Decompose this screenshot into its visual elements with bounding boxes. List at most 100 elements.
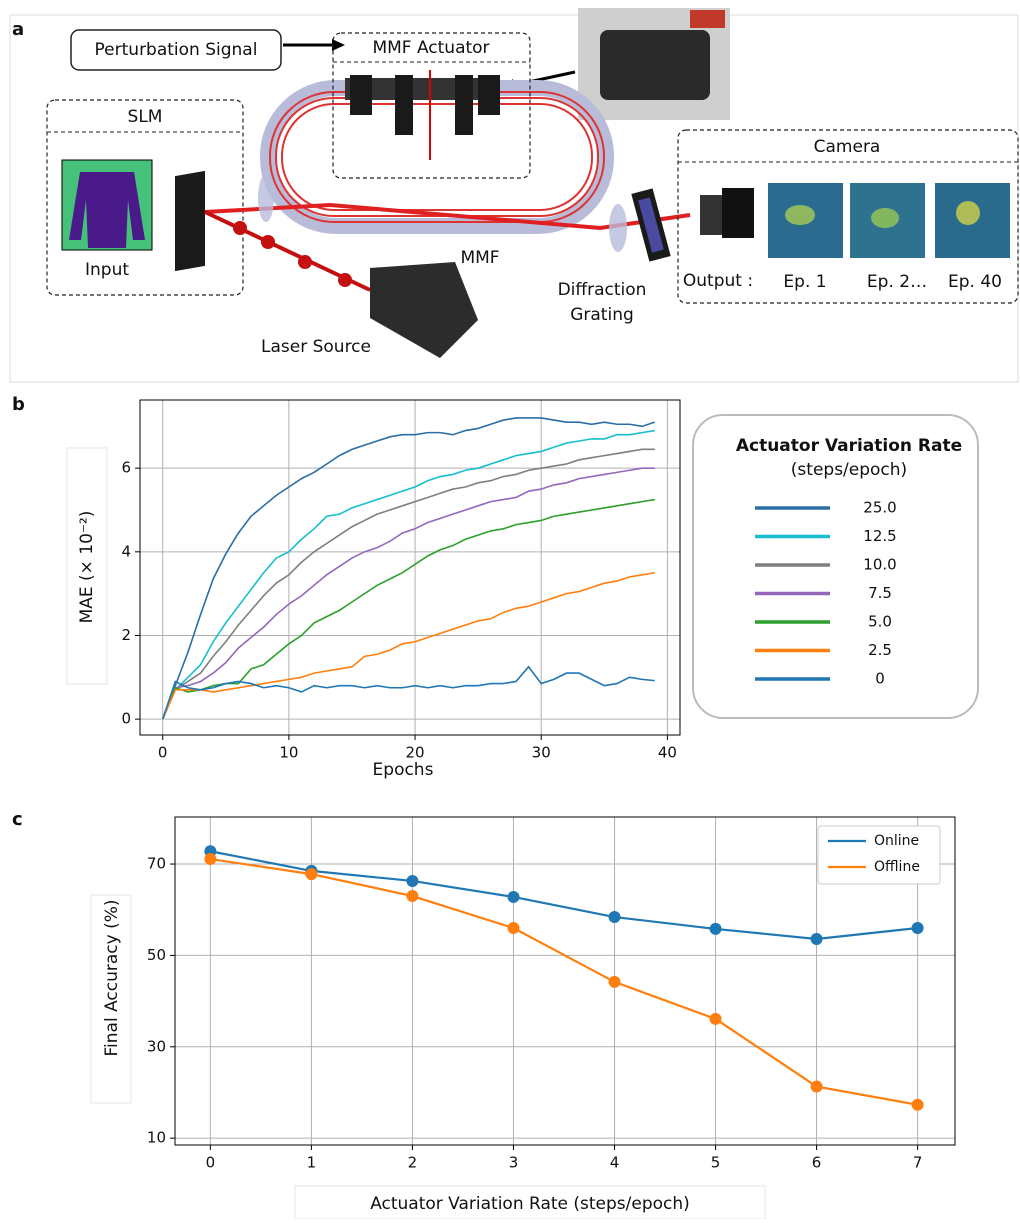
x-tick-label: 20	[405, 744, 424, 762]
data-point	[911, 922, 924, 935]
x-tick-label: 2	[408, 1154, 418, 1172]
x-axis-label: Actuator Variation Rate (steps/epoch)	[370, 1194, 690, 1214]
series-line	[161, 665, 655, 720]
actuator-block	[478, 75, 500, 115]
x-tick-label: 0	[158, 744, 168, 762]
setup-diagram: Perturbation Signal MMF Actuator SLM Inp…	[46, 8, 1019, 358]
x-tick-label: 6	[812, 1154, 822, 1172]
legend-label: 7.5	[868, 584, 892, 602]
slm-label: SLM	[128, 107, 163, 127]
y-tick-label: 70	[147, 855, 166, 873]
plot-frame	[174, 816, 956, 1146]
legend-box	[692, 414, 979, 719]
data-point	[911, 1098, 924, 1111]
actuator-block	[395, 75, 413, 135]
actuator-block	[350, 75, 372, 115]
x-tick-label: 7	[913, 1154, 923, 1172]
beam-bead	[338, 273, 352, 287]
y-tick-label: 2	[121, 626, 131, 644]
data-point	[507, 922, 520, 935]
signal-label: Perturbation Signal	[95, 40, 258, 60]
speckle	[956, 201, 980, 225]
x-axis-label: Epochs	[373, 760, 434, 780]
y-tick-label: 50	[147, 946, 166, 964]
series-line	[161, 498, 655, 720]
y-tick-label: 0	[121, 710, 131, 728]
epoch-label: Ep. 2…	[867, 272, 927, 292]
panel-label: b	[12, 394, 25, 415]
plot-frame	[139, 399, 681, 736]
y-tick-label: 6	[121, 459, 131, 477]
input-label: Input	[85, 260, 129, 280]
fiber	[269, 91, 605, 223]
signal-box	[70, 29, 282, 71]
data-point	[406, 890, 419, 903]
legend-label: 10.0	[863, 556, 896, 574]
y-tick-label: 10	[147, 1129, 166, 1147]
actuator-label: MMF Actuator	[372, 38, 489, 58]
series-line	[161, 571, 655, 720]
data-point	[608, 911, 621, 924]
data-point	[608, 975, 621, 988]
y-axis-label: MAE (× 10⁻²)	[77, 511, 97, 624]
beam-bead	[233, 221, 247, 235]
fiber-label: MMF	[460, 248, 499, 268]
legend-label: 25.0	[863, 499, 896, 517]
output-label: Output :	[683, 271, 753, 291]
series-line	[210, 850, 918, 941]
legend-label: 12.5	[863, 527, 896, 545]
x-tick-label: 10	[279, 744, 298, 762]
y-axis-label: Final Accuracy (%)	[102, 899, 122, 1056]
fiber	[281, 103, 593, 211]
x-tick-label: 1	[307, 1154, 317, 1172]
panel-frame	[9, 14, 1019, 383]
x-tick-label: 5	[711, 1154, 721, 1172]
photo-detail	[690, 10, 725, 28]
x-tick-label: 0	[206, 1154, 216, 1172]
data-point	[810, 932, 823, 945]
legend-subtitle: (steps/epoch)	[791, 460, 907, 480]
camera-label: Camera	[814, 137, 881, 157]
data-point	[305, 868, 318, 881]
x-tick-label: 40	[658, 744, 677, 762]
label-box	[66, 447, 108, 685]
speckle	[785, 205, 815, 225]
panel-label: c	[12, 809, 23, 830]
data-point	[204, 853, 217, 866]
series-line	[161, 467, 655, 720]
actuator-block	[455, 75, 473, 135]
grating-surface	[638, 197, 664, 253]
slm-device	[175, 170, 205, 272]
grating-label: Diffraction	[558, 280, 647, 300]
lens	[258, 174, 274, 222]
fiber	[275, 97, 599, 217]
beam-bead	[298, 255, 312, 269]
legend-label: 2.5	[868, 641, 892, 659]
legend-title: Actuator Variation Rate	[736, 436, 962, 456]
camera-box	[677, 129, 1019, 304]
legend-label: Online	[874, 833, 919, 849]
legend-label: 0	[875, 670, 885, 688]
data-point	[406, 874, 419, 887]
data-point	[709, 1012, 722, 1025]
slm-box	[46, 99, 244, 296]
x-tick-label: 30	[532, 744, 551, 762]
series-line	[210, 857, 918, 1106]
beam-bead	[261, 235, 275, 249]
legend-label: 5.0	[868, 613, 892, 631]
grating-label: Grating	[570, 305, 634, 325]
data-point	[709, 922, 722, 935]
data-point	[507, 890, 520, 903]
arrowhead	[332, 39, 345, 51]
y-tick-label: 4	[121, 542, 131, 560]
y-tick-label: 30	[147, 1037, 166, 1055]
series-line	[161, 429, 655, 720]
camera-body	[722, 188, 754, 238]
series-line	[161, 417, 656, 720]
label-box	[90, 894, 132, 1104]
data-point	[810, 1080, 823, 1093]
x-tick-label: 3	[509, 1154, 519, 1172]
laser-source	[370, 262, 478, 358]
input-garment	[69, 172, 145, 248]
